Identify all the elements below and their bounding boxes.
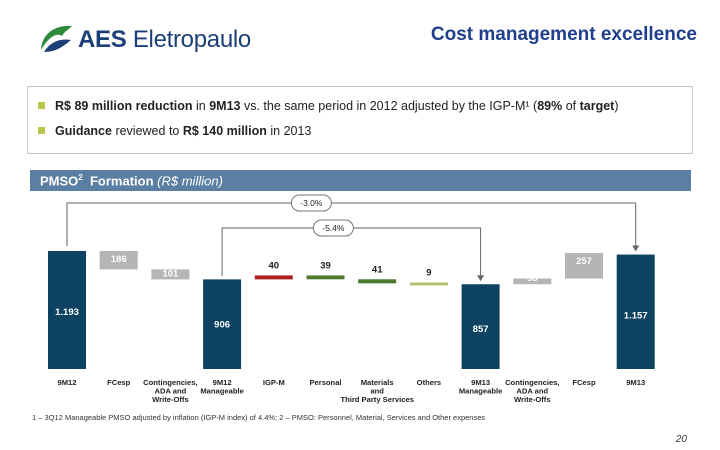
- comparison-bracket: [66, 202, 637, 249]
- chart-tick-label: Contingencies,: [505, 378, 559, 387]
- comparison-bracket: [221, 227, 482, 279]
- bullet-run: of: [562, 99, 580, 113]
- page-number: 20: [675, 434, 687, 445]
- bullet-square-icon: [38, 127, 45, 134]
- variation-label: -5.4%: [322, 223, 345, 233]
- bullet-emphasis: 9M13: [209, 99, 241, 113]
- bullet-item: R$ 89 million reduction in 9M13 vs. the …: [38, 99, 619, 113]
- chart-tick-label: ADA and: [155, 387, 187, 396]
- chart-data-label: 857: [473, 324, 489, 335]
- chart-tick-label: IGP-M: [263, 378, 285, 387]
- chart-bar: [99, 251, 138, 270]
- logo-wordmark: AES Eletropaulo: [78, 26, 251, 53]
- chart-bar: [358, 279, 397, 284]
- chart-tick-label: Manageable: [200, 387, 243, 396]
- chart-bar: [565, 253, 603, 279]
- chart-data-label: 257: [576, 256, 592, 267]
- variation-badge: [290, 194, 332, 212]
- company-logo: AES Eletropaulo: [38, 22, 278, 58]
- bullet-text: R$ 89 million reduction in 9M13 vs. the …: [55, 99, 619, 113]
- chart-tick-label: Personal: [309, 378, 341, 387]
- chart-data-label: 41: [372, 264, 383, 275]
- arrow-head-icon: [477, 275, 485, 282]
- chart-tick-label: Contingencies,: [143, 378, 197, 387]
- chart-tick-label: Manageable: [459, 387, 502, 396]
- chart-bar: [409, 282, 448, 286]
- chart-tick-label: Third Party Services: [340, 395, 413, 404]
- chart-bar: [48, 251, 86, 369]
- bullet-square-icon: [38, 102, 45, 109]
- bullet-run: vs. the same period in 2012 adjusted by …: [240, 99, 538, 113]
- chart-bar: [616, 254, 655, 369]
- chart-tick-label: Materials: [361, 378, 394, 387]
- bullet-text: Guidance reviewed to R$ 140 million in 2…: [55, 124, 311, 138]
- chart-data-label: 39: [320, 260, 331, 271]
- bullet-emphasis: R$ 89 million reduction: [55, 99, 193, 113]
- chart-data-label: 1.193: [55, 307, 79, 318]
- chart-tick-label: 9M13: [626, 378, 645, 387]
- bullet-emphasis: 89%: [537, 99, 563, 113]
- chart-data-label: 58: [527, 273, 538, 284]
- waterfall-chart: 1.193 186 101 906 40 39 41 9 857 58 257 1.157 9M12 FC…: [48, 194, 655, 404]
- chart-bar: [461, 284, 500, 369]
- bullet-run: in: [192, 99, 210, 113]
- chart-data-label: 186: [111, 254, 127, 265]
- chart-tick-label: Write-Offs: [514, 395, 551, 404]
- bullet-emphasis: R$ 140 million: [182, 124, 267, 138]
- chart-tick-label: FCesp: [572, 378, 596, 387]
- bullet-run: reviewed to: [111, 124, 183, 138]
- chart-bar: [151, 269, 190, 280]
- chart-tick-label: Others: [417, 378, 441, 387]
- bullet-run: in 2013: [266, 124, 312, 138]
- bullet-item: Guidance reviewed to R$ 140 million in 2…: [38, 124, 311, 138]
- chart-data-label: 40: [269, 260, 280, 271]
- highlights-box: R$ 89 million reduction in 9M13 vs. the …: [27, 86, 693, 154]
- chart-tick-label: and: [370, 387, 384, 396]
- footnote: 1 – 3Q12 Manageable PMSO adjusted by inf…: [32, 413, 486, 422]
- chart-tick-label: FCesp: [107, 378, 131, 387]
- chart-data-label: 1.157: [624, 311, 648, 322]
- chart-tick-label: 9M12: [58, 378, 77, 387]
- bullet-emphasis: Guidance: [55, 124, 112, 138]
- chart-data-label: 101: [162, 268, 179, 279]
- chart-tick-label: 9M13: [471, 378, 490, 387]
- bullet-run: ): [614, 99, 619, 113]
- chart-tick-label: Write-Offs: [152, 395, 189, 404]
- chart-header-bar: PMSO2 Formation (R$ million): [30, 170, 691, 191]
- chart-bar: [513, 278, 552, 285]
- chart-bar: [254, 275, 293, 280]
- bullet-emphasis: target: [579, 99, 615, 113]
- variation-label: -3.0%: [300, 198, 323, 208]
- chart-data-label: 906: [214, 319, 230, 330]
- page-title: Cost management excellence: [430, 24, 697, 45]
- chart-tick-label: 9M12: [213, 378, 232, 387]
- chart-tick-label: ADA and: [516, 387, 548, 396]
- chart-bar: [306, 275, 345, 280]
- chart-title: PMSO2 Formation (R$ million): [40, 173, 223, 189]
- chart-bar: [203, 279, 242, 369]
- variation-badge: [312, 219, 354, 237]
- arrow-head-icon: [632, 245, 640, 252]
- chart-data-label: 9: [426, 267, 431, 278]
- logo-leaf-icon: [41, 25, 72, 52]
